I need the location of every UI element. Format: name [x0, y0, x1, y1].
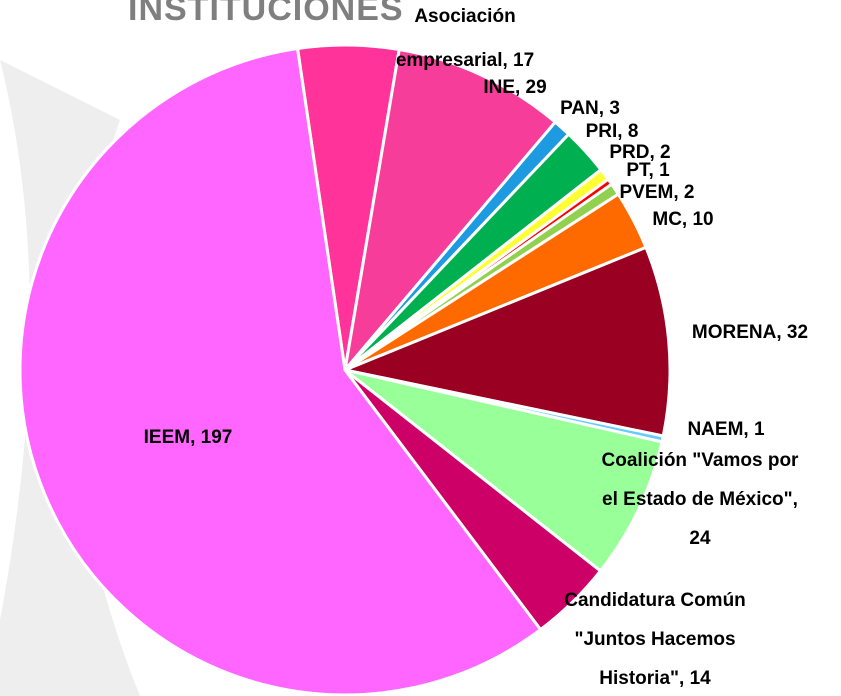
- label-line: MC, 10: [652, 209, 713, 230]
- label-line: Candidatura Común: [564, 590, 746, 611]
- data-label: NAEM, 1: [687, 419, 765, 440]
- label-line: MORENA, 32: [692, 322, 808, 343]
- label-line: Historia", 14: [599, 668, 711, 689]
- data-label: PVEM, 2: [620, 182, 695, 203]
- slices: Asociación empresarialINEPANPRIPRDPTPVEM…: [18, 43, 672, 696]
- data-label: Candidatura Común "Juntos Hacemos Historia…: [564, 590, 746, 689]
- data-label: Coalición "Vamos por el Estado de México"…: [602, 450, 800, 549]
- label-line: el Estado de México",: [602, 489, 798, 510]
- label-line: 24: [689, 528, 711, 549]
- label-line: PVEM, 2: [620, 182, 695, 203]
- label-line: "Juntos Hacemos: [574, 629, 735, 650]
- data-label: PRD, 2: [609, 142, 670, 163]
- pie-slice: Coalición "Vamos por el Estado de México…: [344, 368, 664, 574]
- data-label: Asociación empresarial, 17: [396, 6, 534, 71]
- label-line: PAN, 3: [560, 98, 620, 119]
- label-line: IEEM, 197: [144, 427, 233, 448]
- data-label: IEEM, 197: [144, 427, 233, 448]
- label-line: empresarial, 17: [396, 50, 534, 71]
- data-label: MORENA, 32: [692, 322, 808, 343]
- pie-slice: MORENA: [339, 245, 672, 438]
- data-label: PT, 1: [626, 160, 670, 181]
- chart-title: INSTITUCIONES: [128, 0, 404, 28]
- label-line: Asociación: [414, 6, 515, 27]
- label-line: Coalición "Vamos por: [602, 450, 800, 471]
- data-label: MC, 10: [652, 209, 713, 230]
- pie-slice: INE: [342, 47, 558, 376]
- label-line: PT, 1: [626, 160, 670, 181]
- label-line: NAEM, 1: [687, 419, 765, 440]
- label-line: PRD, 2: [609, 142, 670, 163]
- pie-slice: IEEM: [18, 46, 543, 696]
- data-label: PAN, 3: [560, 98, 620, 119]
- label-line: PRI, 8: [586, 121, 639, 142]
- data-label: INE, 29: [483, 77, 546, 98]
- data-label: PRI, 8: [586, 121, 639, 142]
- label-line: INE, 29: [483, 77, 546, 98]
